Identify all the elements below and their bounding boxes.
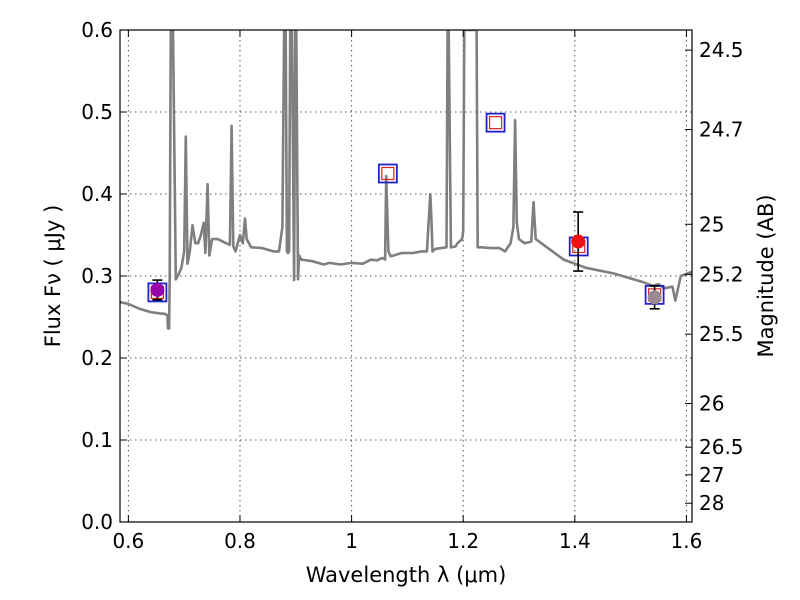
model-point-inner xyxy=(381,166,395,181)
y2-tick-label: 25.2 xyxy=(699,262,744,286)
y-axis-label: Flux Fν ( μJy ) xyxy=(41,205,65,348)
y2-axis-label: Magnitude (AB) xyxy=(754,194,778,357)
model-point-outer xyxy=(485,112,506,133)
y2-tick-label: 26.5 xyxy=(699,435,744,459)
axis-ticks: 0.6 0.8 1 1.2 1.4 1.6 0.0 0.1 0.2 0.3 0.4 0.5 0.6 24.… xyxy=(81,18,743,553)
grid xyxy=(120,29,692,523)
y-tick-label: 0.2 xyxy=(81,346,113,370)
x-tick-label: 0.8 xyxy=(224,529,256,553)
y-tick-label: 0.4 xyxy=(81,182,113,206)
y2-tick-label: 26 xyxy=(699,391,724,415)
model-photometry xyxy=(147,112,665,305)
y-tick-label: 0.1 xyxy=(81,428,113,452)
y2-tick-label: 28 xyxy=(699,491,724,515)
y2-tick-label: 24.5 xyxy=(699,38,744,62)
y-tick-label: 0.0 xyxy=(81,510,113,534)
x-tick-label: 1.2 xyxy=(447,529,479,553)
model-point-outer xyxy=(377,163,398,184)
observed-point xyxy=(150,282,165,297)
y-tick-label: 0.6 xyxy=(81,18,113,42)
observed-point xyxy=(647,290,662,305)
y-tick-label: 0.5 xyxy=(81,100,113,124)
x-tick-label: 1 xyxy=(345,529,358,553)
y2-tick-label: 25.5 xyxy=(699,322,744,346)
y-tick-label: 0.3 xyxy=(81,264,113,288)
model-point-inner xyxy=(488,116,503,130)
x-tick-label: 1.6 xyxy=(671,529,703,553)
spectrum-line xyxy=(120,30,692,330)
x-axis-label: Wavelength λ (μm) xyxy=(306,563,507,587)
x-tick-label: 1.4 xyxy=(559,529,591,553)
model-spectrum xyxy=(120,30,692,330)
x-tick-label: 0.6 xyxy=(112,529,144,553)
y2-tick-label: 24.7 xyxy=(699,117,744,141)
observed-point xyxy=(571,234,586,249)
y2-tick-label: 25 xyxy=(699,212,724,236)
observed-photometry xyxy=(150,211,662,310)
y2-tick-label: 27 xyxy=(699,463,724,487)
